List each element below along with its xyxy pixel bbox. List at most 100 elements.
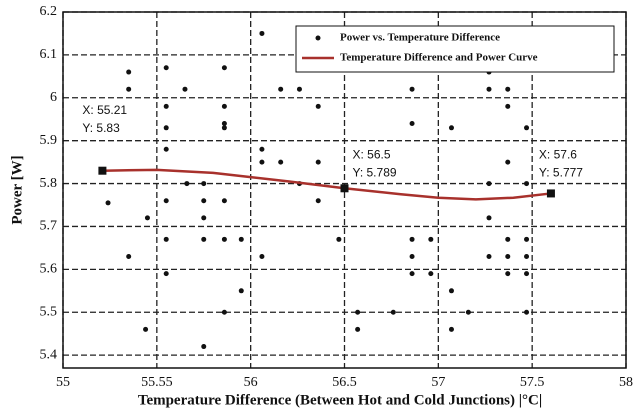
scatter-point — [163, 103, 169, 109]
legend-box — [295, 25, 615, 73]
data-tip-text: Y: 5.83 — [82, 121, 120, 135]
scatter-point — [163, 271, 169, 277]
data-tip-text: Y: 5.777 — [539, 166, 583, 180]
x-tick-label: 56 — [244, 375, 258, 390]
data-tip-text: X: 57.6 — [539, 148, 577, 162]
scatter-point — [428, 236, 434, 242]
scatter-point — [221, 125, 227, 131]
scatter-point — [315, 198, 321, 204]
y-tick-label: 6.2 — [40, 4, 58, 19]
scatter-point — [296, 86, 302, 92]
scatter-point — [465, 309, 471, 315]
scatter-point — [201, 236, 207, 242]
data-tip-text: X: 56.5 — [353, 147, 391, 161]
scatter-point — [221, 65, 227, 71]
scatter-point — [163, 236, 169, 242]
data-tip-text: Y: 5.789 — [353, 165, 397, 179]
scatter-point — [448, 326, 454, 332]
data-tip-marker — [98, 166, 107, 175]
legend-swatch — [315, 35, 321, 41]
scatter-point — [486, 215, 492, 221]
scatter-point — [221, 236, 227, 242]
scatter-point — [126, 253, 132, 259]
scatter-point — [278, 86, 284, 92]
scatter-point — [505, 271, 511, 277]
x-tick-label: 57.5 — [520, 375, 545, 390]
scatter-point — [355, 309, 361, 315]
scatter-point — [505, 236, 511, 242]
scatter-point — [486, 86, 492, 92]
scatter-point — [486, 253, 492, 259]
y-tick-label: 5.9 — [40, 133, 58, 148]
y-tick-label: 6.1 — [40, 47, 58, 62]
plot-frame — [62, 11, 627, 369]
scatter-point — [428, 271, 434, 277]
scatter-point — [238, 288, 244, 294]
scatter-point — [221, 198, 227, 204]
scatter-point — [105, 200, 111, 206]
scatter-point — [505, 159, 511, 165]
y-axis-label: Power [W] — [9, 155, 25, 224]
scatter-point — [238, 236, 244, 242]
scatter-point — [143, 326, 149, 332]
scatter-point — [163, 125, 169, 131]
data-tip-marker — [546, 189, 555, 198]
curve — [102, 168, 552, 201]
scatter-point — [448, 125, 454, 131]
scatter-point — [278, 159, 284, 165]
scatter-point — [221, 121, 227, 127]
scatter-point — [448, 288, 454, 294]
scatter-point — [163, 198, 169, 204]
scatter-point — [259, 30, 265, 36]
scatter-point — [315, 103, 321, 109]
x-tick-label: 55.55 — [141, 375, 173, 390]
scatter-point — [524, 309, 530, 315]
legend-label: Temperature Difference and Power Curve — [340, 52, 538, 64]
scatter-point — [259, 253, 265, 259]
scatter-point — [336, 236, 342, 242]
y-tick-label: 5.6 — [40, 262, 58, 277]
y-tick-label: 5.7 — [40, 219, 58, 234]
y-tick-label: 5.4 — [40, 347, 58, 362]
y-tick-label: 5.8 — [40, 176, 58, 191]
x-tick-label: 57 — [431, 375, 445, 390]
scatter-point — [409, 236, 415, 242]
scatter-point — [184, 181, 190, 187]
y-tick-label: 5.5 — [40, 304, 58, 319]
scatter-point — [201, 215, 207, 221]
x-axis-label: Temperature Difference (Between Hot and … — [138, 392, 542, 408]
scatter-point — [505, 253, 511, 259]
y-tick-label: 6 — [50, 90, 57, 105]
scatter-point — [315, 159, 321, 165]
scatter-point — [409, 271, 415, 277]
scatter-point — [524, 181, 530, 187]
scatter-point — [144, 215, 150, 221]
scatter-point — [163, 65, 169, 71]
scatter-point — [201, 198, 207, 204]
scatter-point — [390, 309, 396, 315]
scatter-point — [259, 159, 265, 165]
data-tip-text: X: 55.21 — [82, 103, 127, 117]
data-tip-marker — [340, 184, 349, 193]
scatter-point — [355, 326, 361, 332]
scatter-point — [505, 103, 511, 109]
scatter-point — [259, 146, 265, 152]
scatter-point — [182, 86, 188, 92]
scatter-point — [505, 86, 511, 92]
scatter-point — [163, 146, 169, 152]
x-tick-label: 56.5 — [332, 375, 357, 390]
scatter-point — [221, 103, 227, 109]
scatter-point — [409, 121, 415, 127]
x-tick-label: 55 — [56, 375, 70, 390]
scatter-point — [409, 86, 415, 92]
scatter-point — [486, 181, 492, 187]
scatter-point — [201, 344, 207, 350]
legend-label: Power vs. Temperature Difference — [340, 32, 500, 44]
scatter-point — [409, 253, 415, 259]
scatter-point — [524, 253, 530, 259]
scatter-point — [524, 271, 530, 277]
scatter-point — [524, 236, 530, 242]
scatter-point — [126, 86, 132, 92]
scatter-point — [524, 125, 530, 131]
